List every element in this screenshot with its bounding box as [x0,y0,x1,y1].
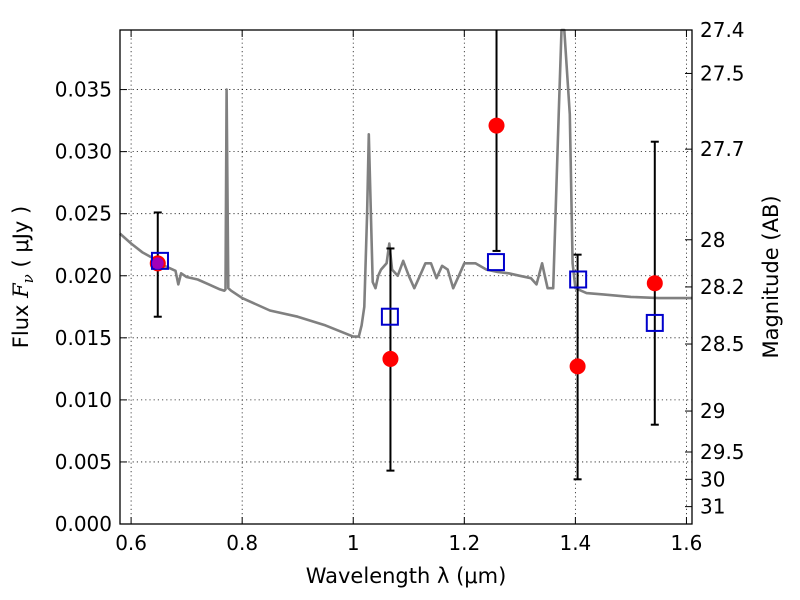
y-tick-label: 0.005 [55,450,112,474]
y-label-prefix: Flux [9,298,33,348]
x-tick-label: 1.6 [671,531,703,555]
spectrum-line [119,28,692,338]
x-tick-label: 1 [347,531,360,555]
right-tick-label: 27.5 [700,61,745,85]
model-square [569,270,588,289]
right-tick-label: 28.2 [700,275,745,299]
right-tick-label: 30 [700,467,725,491]
observed-point [569,358,586,375]
right-tick-label: 28 [700,228,725,252]
y-tick-label: 0.030 [55,140,112,164]
x-axis-title: Wavelength λ (μm) [306,564,507,588]
model-square [645,313,664,332]
y-label-sub: ν [19,274,37,283]
model-square [380,307,399,326]
right-tick-label: 28.5 [700,332,745,356]
spectrum-layer [119,28,692,338]
y-tick-label: 0.025 [55,202,112,226]
plot-frame [119,29,693,525]
y-axis-title-left-text: Flux Fν ( μJy ) [9,206,37,348]
right-tick-label: 31 [700,495,725,519]
y-tick-label: 0.000 [55,512,112,536]
observed-point [488,117,505,134]
y-tick-label: 0.035 [55,78,112,102]
observed-point [382,350,399,367]
points-layer [149,117,664,375]
label-layer: 0.6 0.8 1 1.2 1.4 1.6 0.000 0.005 0.010 0.015 0.02… [55,18,745,555]
right-tick-label: 27.4 [700,18,745,42]
y-axis-title-left: Flux Fν ( μJy ) [9,206,37,348]
x-tick-label: 0.8 [226,531,258,555]
overlap-point [151,257,164,270]
right-tick-label: 29.5 [700,440,745,464]
y-tick-label: 0.020 [55,264,112,288]
grid-layer [120,30,692,524]
y-label-suffix: ( μJy ) [9,206,33,274]
tick-layer [120,29,692,525]
model-square [486,253,505,272]
errorbar-layer [153,30,659,481]
y-label-symbol: F [9,282,33,299]
y-tick-label: 0.010 [55,388,112,412]
right-tick-label: 29 [700,399,725,423]
observed-point [646,275,663,292]
x-tick-label: 1.4 [559,531,591,555]
y-axis-title-right: Magnitude (AB) [759,195,783,358]
y-tick-label: 0.015 [55,326,112,350]
x-tick-label: 1.2 [448,531,480,555]
x-tick-label: 0.6 [115,531,147,555]
right-tick-label: 27.7 [700,137,745,161]
